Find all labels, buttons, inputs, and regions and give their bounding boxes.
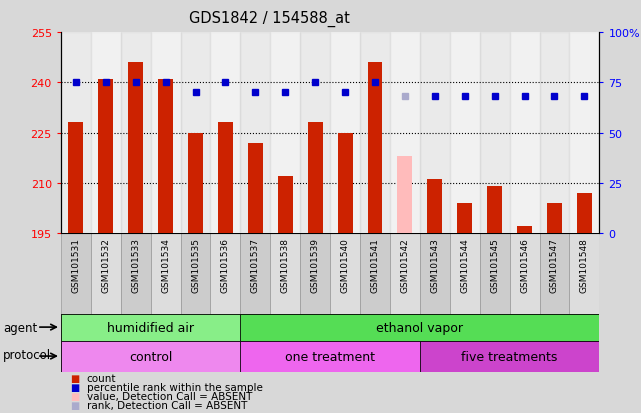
Bar	[428, 180, 442, 233]
Bar	[91, 33, 121, 233]
Bar	[218, 123, 233, 233]
Text: ■: ■	[71, 391, 79, 401]
Text: GSM101540: GSM101540	[340, 237, 349, 292]
Bar	[151, 233, 181, 314]
Bar	[121, 233, 151, 314]
Bar	[128, 63, 143, 233]
Bar	[240, 314, 599, 341]
Bar	[517, 227, 532, 233]
Bar	[510, 233, 540, 314]
Bar	[240, 341, 420, 372]
Bar	[397, 157, 412, 233]
Bar	[330, 233, 360, 314]
Text: five treatments: five treatments	[462, 350, 558, 363]
Text: GSM101548: GSM101548	[580, 237, 589, 292]
Bar	[338, 133, 353, 233]
Text: GSM101533: GSM101533	[131, 237, 140, 292]
Bar	[510, 33, 540, 233]
Bar	[151, 33, 181, 233]
Text: GSM101536: GSM101536	[221, 237, 230, 292]
Text: GSM101543: GSM101543	[430, 237, 439, 292]
Bar	[569, 33, 599, 233]
Text: GSM101532: GSM101532	[101, 237, 110, 292]
Text: ■: ■	[71, 373, 79, 383]
Bar	[360, 33, 390, 233]
Text: GSM101541: GSM101541	[370, 237, 379, 292]
Bar	[540, 233, 569, 314]
Text: percentile rank within the sample: percentile rank within the sample	[87, 382, 262, 392]
Bar	[450, 33, 479, 233]
Text: GSM101545: GSM101545	[490, 237, 499, 292]
Text: GSM101537: GSM101537	[251, 237, 260, 292]
Text: GSM101542: GSM101542	[401, 237, 410, 292]
Bar	[61, 233, 91, 314]
Bar	[300, 33, 330, 233]
Bar	[450, 233, 479, 314]
Text: ethanol vapor: ethanol vapor	[376, 321, 463, 334]
Bar	[210, 233, 240, 314]
Bar	[569, 233, 599, 314]
Bar	[121, 33, 151, 233]
Text: GSM101531: GSM101531	[71, 237, 80, 292]
Text: value, Detection Call = ABSENT: value, Detection Call = ABSENT	[87, 391, 252, 401]
Bar	[248, 143, 263, 233]
Bar	[188, 133, 203, 233]
Bar	[420, 341, 599, 372]
Bar	[479, 33, 510, 233]
Text: GSM101544: GSM101544	[460, 237, 469, 292]
Bar	[181, 233, 210, 314]
Bar	[308, 123, 322, 233]
Bar	[240, 233, 271, 314]
Text: GSM101538: GSM101538	[281, 237, 290, 292]
Text: one treatment: one treatment	[285, 350, 375, 363]
Bar	[271, 33, 300, 233]
Bar	[360, 233, 390, 314]
Bar	[330, 33, 360, 233]
Bar	[367, 63, 383, 233]
Bar	[300, 233, 330, 314]
Text: rank, Detection Call = ABSENT: rank, Detection Call = ABSENT	[87, 400, 247, 410]
Bar	[69, 123, 83, 233]
Bar	[457, 203, 472, 233]
Bar	[540, 33, 569, 233]
Bar	[487, 187, 502, 233]
Text: humidified air: humidified air	[107, 321, 194, 334]
Bar	[577, 193, 592, 233]
Bar	[390, 233, 420, 314]
Bar	[158, 80, 173, 233]
Text: control: control	[129, 350, 172, 363]
Bar	[278, 177, 293, 233]
Text: GSM101539: GSM101539	[311, 237, 320, 292]
Text: GSM101534: GSM101534	[161, 237, 170, 292]
Bar	[479, 233, 510, 314]
Text: GDS1842 / 154588_at: GDS1842 / 154588_at	[189, 10, 349, 26]
Bar	[61, 314, 240, 341]
Bar	[547, 203, 562, 233]
Bar	[271, 233, 300, 314]
Text: count: count	[87, 373, 116, 383]
Text: GSM101546: GSM101546	[520, 237, 529, 292]
Bar	[420, 33, 450, 233]
Bar	[61, 341, 240, 372]
Text: agent: agent	[3, 321, 37, 334]
Bar	[181, 33, 210, 233]
Bar	[98, 80, 113, 233]
Text: ■: ■	[71, 400, 79, 410]
Bar	[91, 233, 121, 314]
Text: GSM101535: GSM101535	[191, 237, 200, 292]
Bar	[61, 33, 91, 233]
Text: ■: ■	[71, 382, 79, 392]
Text: GSM101547: GSM101547	[550, 237, 559, 292]
Bar	[210, 33, 240, 233]
Bar	[420, 233, 450, 314]
Bar	[240, 33, 271, 233]
Text: protocol: protocol	[3, 348, 51, 361]
Bar	[390, 33, 420, 233]
